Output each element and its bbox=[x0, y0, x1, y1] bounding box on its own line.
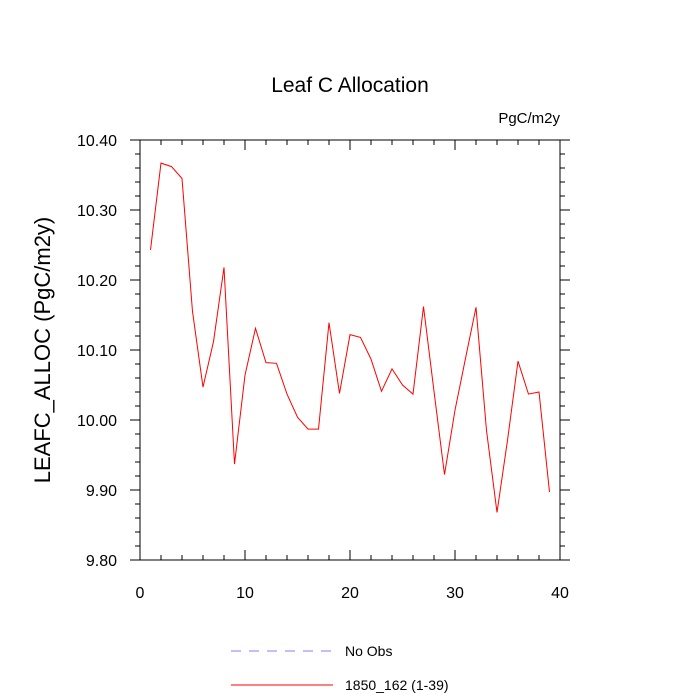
legend-label: No Obs bbox=[345, 643, 392, 659]
chart-title: Leaf C Allocation bbox=[271, 74, 429, 97]
series-group bbox=[150, 162, 550, 513]
x-tick-label: 0 bbox=[136, 585, 145, 602]
axis-ticks bbox=[130, 139, 570, 561]
y-tick-label: 10.20 bbox=[77, 273, 117, 290]
x-tick-label: 10 bbox=[236, 585, 254, 602]
tick-labels: 0 10 20 30 40 9.80 9.90 10.00 10.10 10.20 10.30 10.… bbox=[77, 133, 569, 602]
y-tick-label: 10.00 bbox=[77, 413, 117, 430]
units-label: PgC/m2y bbox=[498, 110, 560, 127]
plot-frame bbox=[139, 139, 561, 561]
series-line bbox=[150, 162, 550, 513]
y-tick-label: 10.40 bbox=[77, 133, 117, 150]
y-axis-label: LEAFC_ALLOC (PgC/m2y) bbox=[30, 217, 55, 484]
y-tick-label: 9.80 bbox=[86, 553, 117, 570]
legend: No Obs 1850_162 (1-39) bbox=[231, 643, 449, 693]
y-tick-label: 10.10 bbox=[77, 343, 117, 360]
legend-label: 1850_162 (1-39) bbox=[345, 677, 449, 693]
y-tick-label: 9.90 bbox=[86, 483, 117, 500]
y-tick-label: 10.30 bbox=[77, 203, 117, 220]
x-tick-label: 20 bbox=[341, 585, 359, 602]
x-tick-label: 30 bbox=[446, 585, 464, 602]
x-tick-label: 40 bbox=[551, 585, 569, 602]
